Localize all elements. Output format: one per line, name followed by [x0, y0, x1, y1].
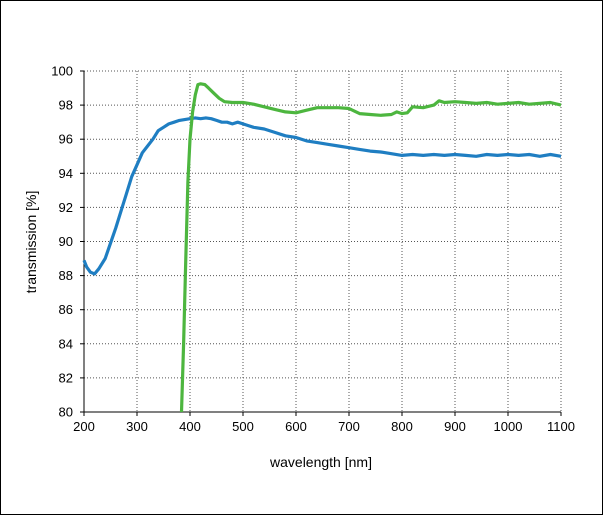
y-tick-label: 92: [59, 200, 73, 215]
x-tick-label: 300: [126, 419, 148, 434]
x-tick-label: 700: [338, 419, 360, 434]
y-axis-label: transmission [%]: [23, 191, 39, 294]
x-tick-label: 800: [391, 419, 413, 434]
x-tick-label: 400: [179, 419, 201, 434]
y-tick-label: 84: [59, 336, 73, 351]
y-tick-labels: 80 82 84 86 88 90 92 94 96 98 100: [51, 64, 73, 420]
series-line-2: [179, 82, 562, 413]
x-tick-label: 1100: [547, 419, 575, 434]
series-line-1: [82, 116, 562, 276]
y-tick-label: 86: [59, 302, 73, 317]
y-tick-label: 94: [59, 166, 73, 181]
y-tick-label: 98: [59, 98, 73, 113]
y-tick-label: 96: [59, 132, 73, 147]
x-tick-label: 900: [444, 419, 466, 434]
x-axis-label: wavelength [nm]: [269, 454, 372, 470]
axes: [80, 70, 562, 416]
x-tick-label: 200: [73, 419, 95, 434]
y-tick-label: 80: [59, 405, 73, 420]
y-tick-label: 90: [59, 234, 73, 249]
x-tick-label: 600: [285, 419, 307, 434]
y-tick-label: 82: [59, 370, 73, 385]
series-lines: [82, 82, 562, 413]
x-tick-labels: 200 300 400 500 600 700 800 900 1000 1100: [73, 419, 575, 434]
y-tick-label: 100: [51, 64, 73, 79]
x-tick-label: 1000: [494, 419, 523, 434]
y-tick-label: 88: [59, 268, 73, 283]
grid: [84, 71, 561, 412]
x-tick-label: 500: [232, 419, 254, 434]
